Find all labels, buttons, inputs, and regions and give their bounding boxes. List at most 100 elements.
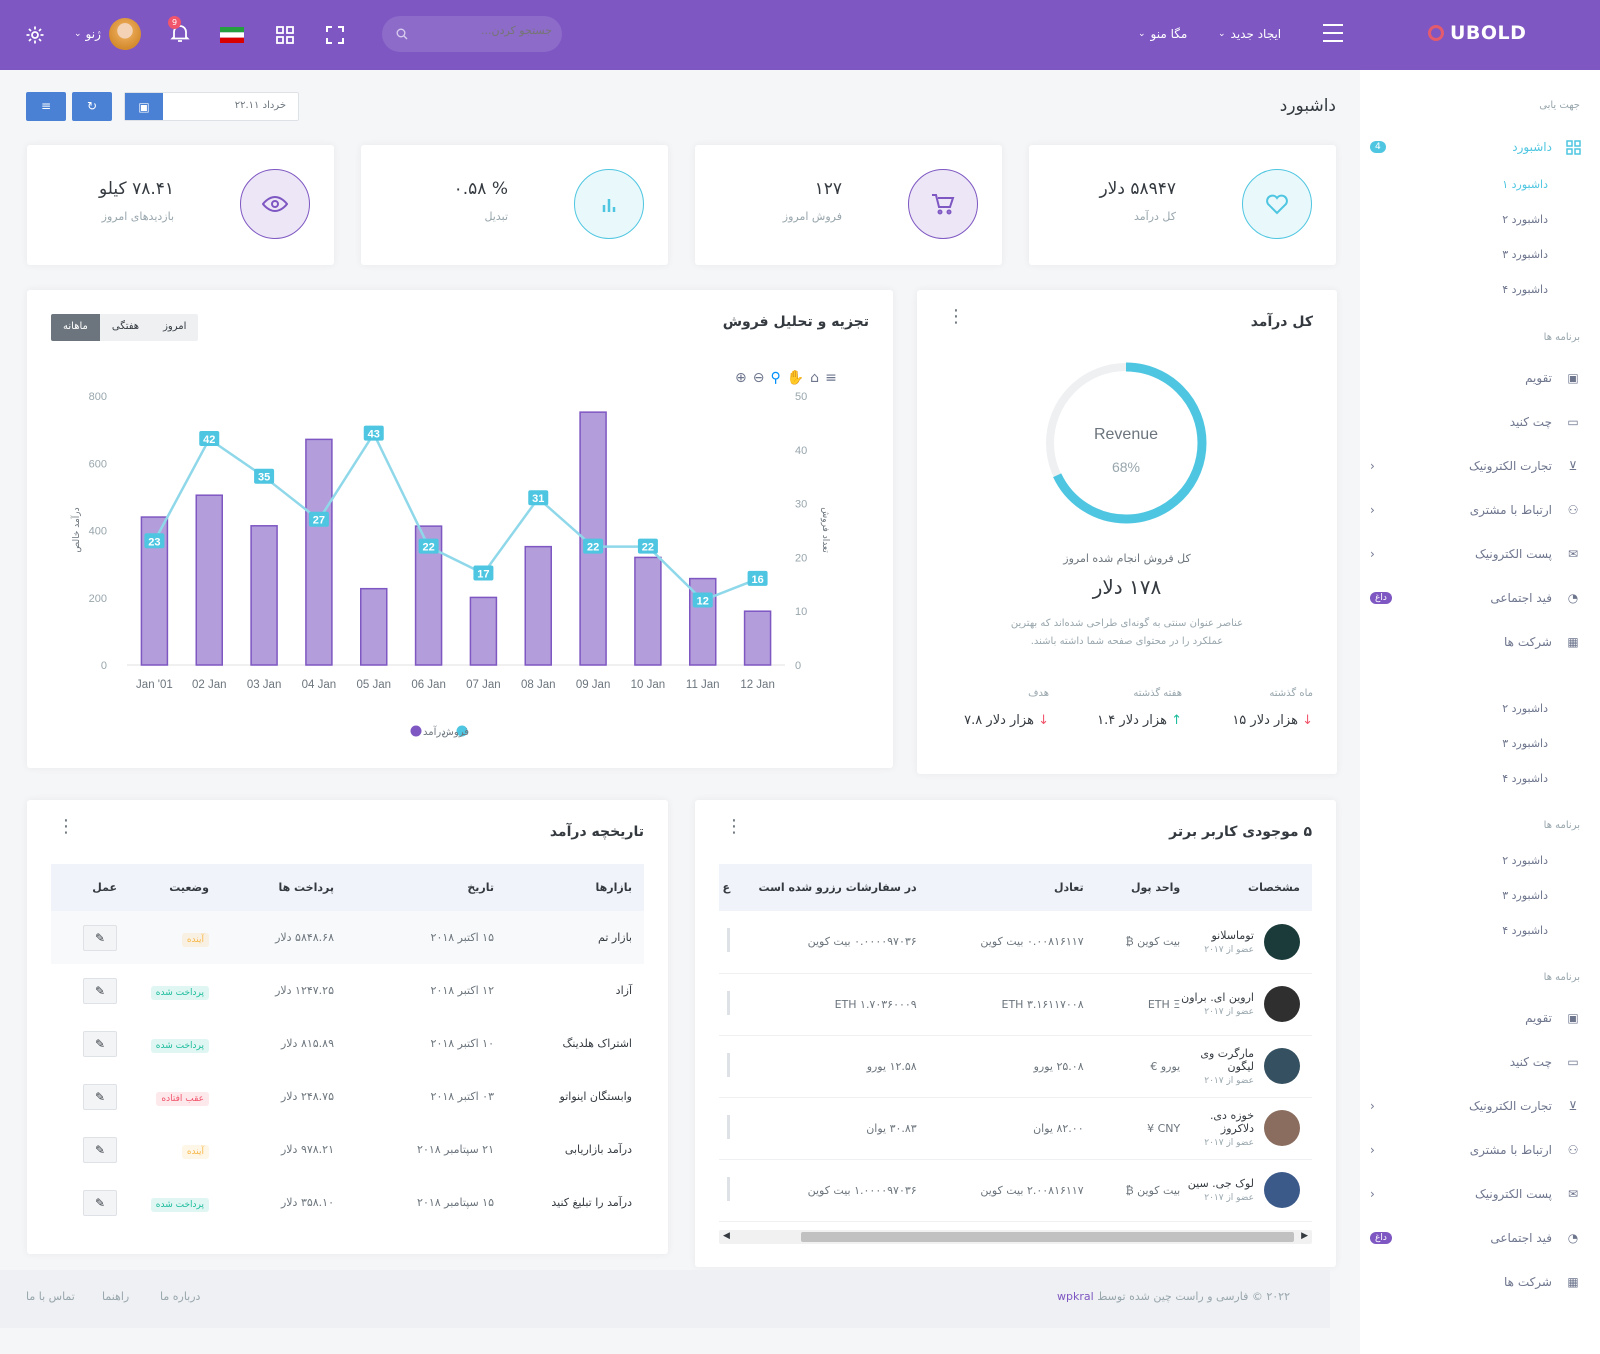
x-tick-label: 02 Jan (192, 679, 227, 691)
sales-data-label: 23 (148, 536, 160, 548)
footer-link-help[interactable]: راهنما (102, 1290, 130, 1303)
notification-count-badge: 9 (168, 16, 181, 29)
search-input[interactable] (412, 24, 552, 37)
edit-button[interactable]: ✎ (83, 924, 117, 951)
scrollbar-thumb[interactable] (801, 1232, 1294, 1242)
history-header-row: بازارها تاریخ پرداخت ها وضعیت عمل (51, 864, 644, 911)
sidebar-item-calendar[interactable]: ▣ تقویم (1370, 1006, 1582, 1030)
zoom-select-icon[interactable]: ⚲ (770, 370, 781, 386)
edit-button[interactable]: ✎ (83, 1136, 117, 1163)
edit-button[interactable]: ✎ (83, 1083, 117, 1110)
history-date: ۱۵ سپتامبر ۲۰۱۸ (417, 1196, 494, 1209)
pencil-icon: ✎ (94, 1036, 106, 1051)
notification-button[interactable]: 9 (168, 16, 192, 44)
tab-weekly[interactable]: هفتگی (111, 321, 140, 332)
footer-brand-link[interactable]: wpkral (1057, 1290, 1094, 1303)
revenue-bar (195, 494, 223, 666)
edit-button[interactable]: ✎ (83, 977, 117, 1004)
y2-tick-label: 0 (795, 660, 801, 672)
sidebar-item-social-feed[interactable]: ◔ فید اجتماعی داغ (1370, 1226, 1582, 1250)
calendar-icon: ▣ (1567, 371, 1579, 385)
sales-chart: 0 200 400 600 800 0 10 20 30 40 50 Jan '01 02 Jan 03 … (70, 391, 830, 738)
sales-data-label: 22 (587, 542, 599, 554)
sidebar-item-email[interactable]: ✉ پست الکترونیک ‹ (1370, 1182, 1582, 1206)
more-options-icon[interactable]: ⋮ (947, 306, 965, 327)
more-options-icon[interactable]: ⋮ (57, 816, 75, 837)
more-options-icon[interactable]: ⋮ (725, 816, 743, 837)
sidebar-sub-dashboard-4[interactable]: داشبورد ۴ (1502, 283, 1548, 296)
sidebar-sub-dashboard-2[interactable]: داشبورد ۲ (1502, 213, 1548, 226)
sidebar-sub-dashboard-2[interactable]: داشبورد ۲ (1502, 854, 1548, 867)
history-market: آزاد (615, 984, 632, 997)
wallet-member-since: عضو از ۲۰۱۷ (1204, 944, 1254, 955)
stat-icon-circle (908, 169, 978, 239)
refresh-button[interactable]: ↻ (72, 92, 112, 121)
x-tick-label: 08 Jan (521, 679, 556, 691)
sidebar-item-ecommerce[interactable]: ⊻ تجارت الکترونیک ‹ (1370, 1094, 1582, 1118)
y-axis-title: درآمد خالص (70, 507, 82, 552)
sidebar-item-crm[interactable]: ⚇ ارتباط با مشتری ‹ (1370, 498, 1582, 522)
user-menu[interactable]: ⌄ ژنو (74, 18, 141, 50)
footer-link-about[interactable]: درباره ما (160, 1290, 201, 1303)
status-badge: آینده (181, 932, 209, 947)
bell-icon (170, 25, 190, 42)
apps-grid-icon[interactable] (276, 26, 294, 44)
tab-monthly[interactable]: ماهانه (51, 314, 100, 341)
mega-menu[interactable]: مگا منو ⌄ (1138, 27, 1188, 41)
scroll-right-arrow[interactable]: ▶ (1301, 1231, 1308, 1241)
tab-today[interactable]: امروز (163, 321, 187, 332)
sidebar-sub-dashboard-3[interactable]: داشبورد ۳ (1502, 248, 1548, 261)
chevron-left-icon: ‹ (1370, 1099, 1375, 1113)
footer-link-contact[interactable]: تماس با ما (26, 1290, 75, 1303)
horizontal-scrollbar[interactable]: ◀ ▶ (719, 1230, 1312, 1244)
sidebar-sub-dashboard-4[interactable]: داشبورد ۴ (1502, 772, 1548, 785)
avatar (1264, 1172, 1300, 1208)
edit-button[interactable]: ✎ (83, 1030, 117, 1057)
calendar-button[interactable]: ▣ (125, 93, 163, 120)
sales-data-label: 43 (368, 429, 380, 441)
fullscreen-icon[interactable] (326, 26, 344, 44)
sidebar-sub-dashboard-2[interactable]: داشبورد ۲ (1502, 702, 1548, 715)
pan-icon[interactable]: ✋ (786, 370, 805, 386)
sidebar-apps-title: برنامه ها (1543, 820, 1580, 831)
wallets-table: مشخصات واحد پول تعادل در سفارشات رزرو شد… (719, 864, 1312, 1222)
sidebar-item-companies[interactable]: ▦ شرکت ها (1370, 630, 1582, 654)
date-picker[interactable]: ▣ خرداد ۲۲.۱۱ (124, 92, 299, 121)
settings-gear-icon[interactable] (25, 25, 45, 45)
sales-data-label: 31 (532, 493, 544, 505)
sidebar-item-social-feed[interactable]: ◔ فید اجتماعی داغ (1370, 586, 1582, 610)
sidebar-item-chat[interactable]: ▭ چت کنید (1370, 410, 1582, 434)
history-payment: ۱۲۴۷.۲۵ دلار (275, 984, 334, 997)
wallet-member-since: عضو از ۲۰۱۷ (1204, 1137, 1254, 1148)
logo[interactable]: UBOLD (1428, 22, 1526, 44)
create-new-menu[interactable]: ایجاد جدید ⌄ (1218, 27, 1282, 41)
sidebar-sub-dashboard-3[interactable]: داشبورد ۳ (1502, 889, 1548, 902)
sidebar-item-companies[interactable]: ▦ شرکت ها (1370, 1270, 1582, 1294)
scroll-left-arrow[interactable]: ◀ (723, 1231, 730, 1241)
iran-flag-icon[interactable] (220, 27, 244, 43)
sidebar-item-chat[interactable]: ▭ چت کنید (1370, 1050, 1582, 1074)
legend-label-sales: فروش (442, 727, 470, 738)
sidebar-item-ecommerce[interactable]: ⊻ تجارت الکترونیک ‹ (1370, 454, 1582, 478)
sidebar-item-calendar[interactable]: ▣ تقویم (1370, 366, 1582, 390)
wallets-title: ۵ موجودی کاربر برتر (1169, 824, 1312, 840)
zoom-in-icon[interactable]: ⊕ (735, 370, 747, 386)
sidebar-item-crm[interactable]: ⚇ ارتباط با مشتری ‹ (1370, 1138, 1582, 1162)
menu-toggle-icon[interactable] (1322, 24, 1344, 42)
reset-home-icon[interactable]: ⌂ (810, 370, 820, 386)
chart-menu-icon[interactable]: ≡ (825, 370, 837, 386)
sidebar-sub-dashboard-4[interactable]: داشبورد ۴ (1502, 924, 1548, 937)
sidebar-item-email[interactable]: ✉ پست الکترونیک ‹ (1370, 542, 1582, 566)
sidebar-sub-dashboard-1[interactable]: داشبورد ۱ (1502, 178, 1548, 191)
revenue-description-2: عملکرد را در محتوای صفحه شما داشته باشند… (1030, 636, 1224, 647)
zoom-out-icon[interactable]: ⊖ (752, 370, 765, 386)
revenue-bar (305, 438, 333, 666)
filter-button[interactable]: ≡ (26, 92, 66, 121)
y-tick-label: 600 (89, 458, 107, 470)
sidebar-item-dashboard[interactable]: داشبورد 4 (1370, 135, 1582, 159)
edit-button[interactable]: ✎ (83, 1189, 117, 1216)
search-box[interactable] (382, 16, 562, 52)
wallet-reserved: ۰.۰۰۰۰۹۷۰۳۶ بیت کوین (807, 935, 917, 949)
pencil-icon: ✎ (94, 1195, 106, 1210)
sidebar-sub-dashboard-3[interactable]: داشبورد ۳ (1502, 737, 1548, 750)
